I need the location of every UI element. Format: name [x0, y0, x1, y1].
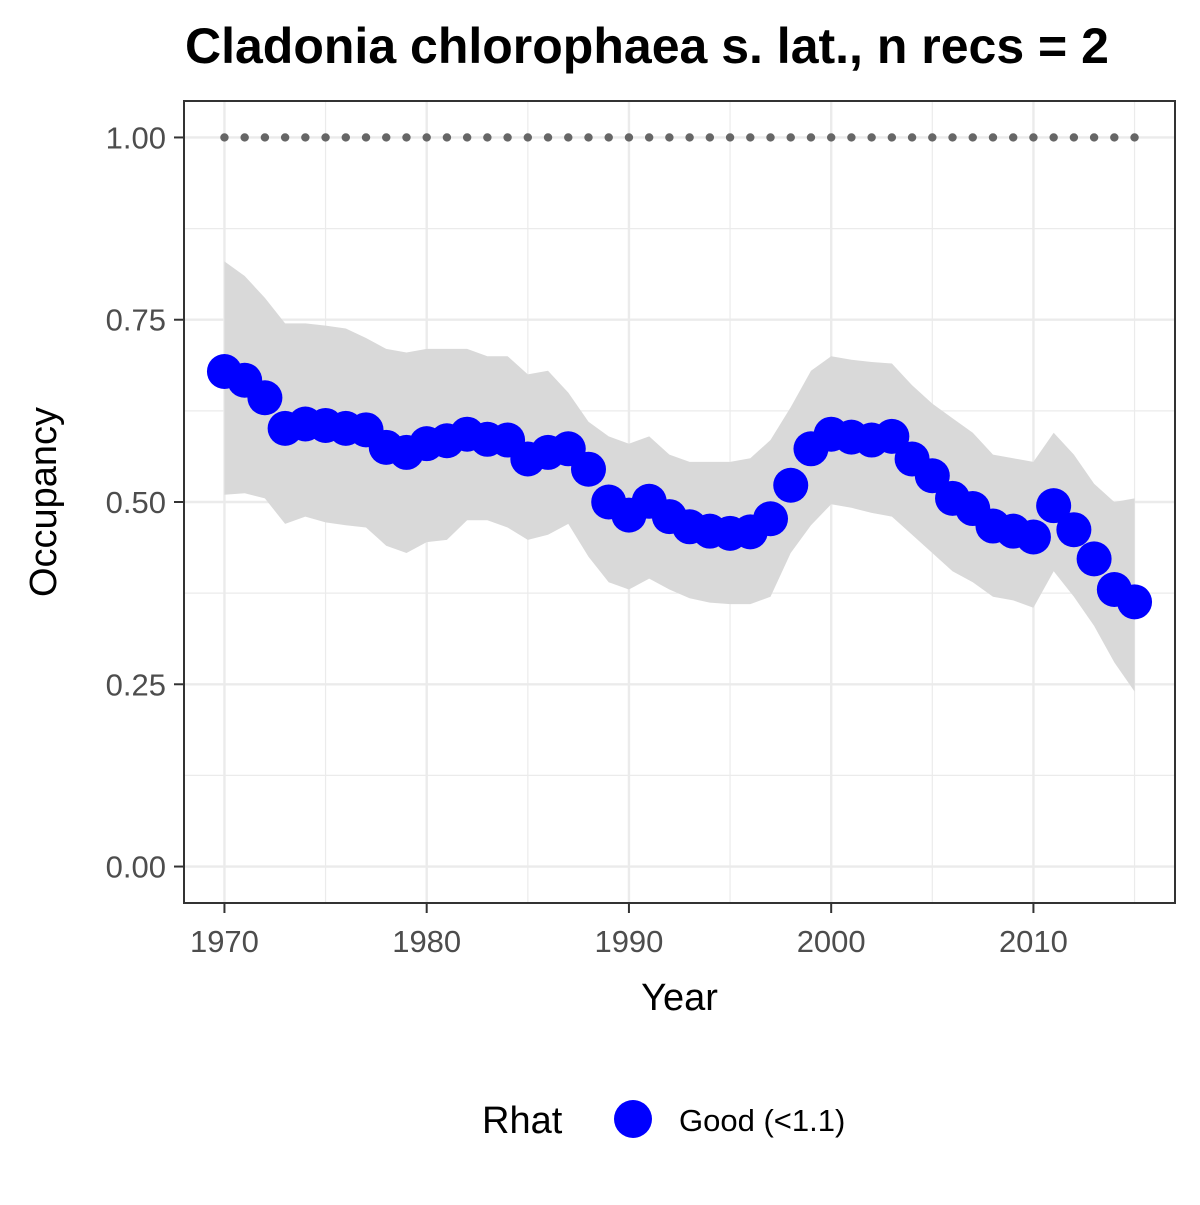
reference-dot	[644, 133, 654, 142]
grid-major	[184, 101, 1175, 903]
data-point	[570, 451, 606, 487]
reference-dot	[301, 133, 310, 142]
reference-dot	[786, 133, 795, 142]
data-point	[1076, 541, 1112, 577]
reference-dot	[1130, 133, 1139, 142]
reference-dot	[705, 133, 715, 142]
reference-dot	[523, 133, 533, 142]
y-tick-label: 0.25	[106, 667, 166, 702]
reference-dot	[968, 133, 977, 142]
x-tick-label: 2000	[797, 924, 866, 959]
x-tick-label: 1980	[392, 924, 461, 959]
reference-dot	[1069, 133, 1079, 142]
reference-dot	[442, 133, 452, 142]
reference-dot	[847, 133, 856, 142]
y-tick-label: 1.00	[106, 120, 166, 155]
reference-dot	[543, 133, 553, 142]
data-point	[1056, 512, 1092, 548]
reference-dot	[240, 133, 249, 142]
reference-dot	[826, 133, 836, 142]
reference-dot	[1089, 133, 1099, 142]
reference-dot	[988, 133, 998, 142]
legend-label: Good (<1.1)	[679, 1103, 845, 1138]
y-tick-label: 0.50	[106, 485, 166, 520]
reference-dot	[341, 133, 350, 142]
x-axis: 1970 1980 1990 2000 2010	[190, 903, 1068, 959]
reference-dot	[746, 133, 755, 142]
reference-line-layer	[220, 133, 1139, 142]
reference-dot	[867, 133, 876, 142]
reference-dot	[1009, 133, 1018, 142]
data-point	[1036, 488, 1072, 524]
data-points-layer	[206, 353, 1153, 620]
data-point	[753, 501, 789, 537]
reference-dot	[624, 133, 634, 142]
y-tick-label: 0.00	[106, 850, 166, 885]
x-tick-label: 2010	[999, 924, 1068, 959]
reference-dot	[503, 133, 512, 142]
chart-title: Cladonia chlorophaea s. lat., n recs = 2	[185, 18, 1109, 74]
reference-dot	[382, 133, 391, 142]
data-point	[914, 458, 950, 494]
reference-dot	[665, 133, 674, 142]
reference-dot	[766, 133, 775, 142]
legend-key-point	[614, 1100, 652, 1138]
data-point	[1117, 584, 1153, 620]
credible-interval-layer	[224, 261, 1135, 692]
data-point	[1015, 519, 1051, 555]
data-point	[247, 380, 283, 416]
reference-dot	[260, 133, 270, 142]
reference-dot	[422, 133, 431, 142]
legend-title: Rhat	[482, 1100, 563, 1142]
reference-dot	[928, 133, 937, 142]
data-point	[874, 418, 910, 454]
reference-dot	[483, 133, 492, 142]
credible-interval-band	[224, 261, 1135, 692]
reference-dot	[584, 133, 593, 142]
reference-dot	[1029, 133, 1038, 142]
reference-dot	[462, 133, 472, 142]
reference-dot	[948, 133, 957, 142]
reference-dot	[604, 133, 613, 142]
reference-dot	[725, 133, 735, 142]
x-tick-label: 1970	[190, 924, 259, 959]
reference-dot	[280, 133, 290, 142]
reference-dot	[564, 133, 573, 142]
reference-dot	[1110, 133, 1119, 142]
y-axis-title: Occupancy	[23, 407, 65, 597]
reference-dot	[1049, 133, 1058, 142]
reference-dot	[402, 133, 411, 142]
reference-dot	[907, 133, 917, 142]
x-axis-title: Year	[641, 977, 718, 1019]
reference-dot	[321, 133, 330, 142]
reference-dot	[887, 133, 897, 142]
reference-dot	[806, 133, 816, 142]
y-axis: 0.00 0.25 0.50 0.75 1.00	[106, 120, 184, 885]
y-tick-label: 0.75	[106, 303, 166, 338]
reference-dot	[361, 133, 371, 142]
legend: Rhat Good (<1.1)	[482, 1100, 845, 1142]
x-tick-label: 1990	[594, 924, 663, 959]
data-point	[773, 467, 809, 503]
reference-dot	[220, 133, 229, 142]
reference-dot	[685, 133, 694, 142]
